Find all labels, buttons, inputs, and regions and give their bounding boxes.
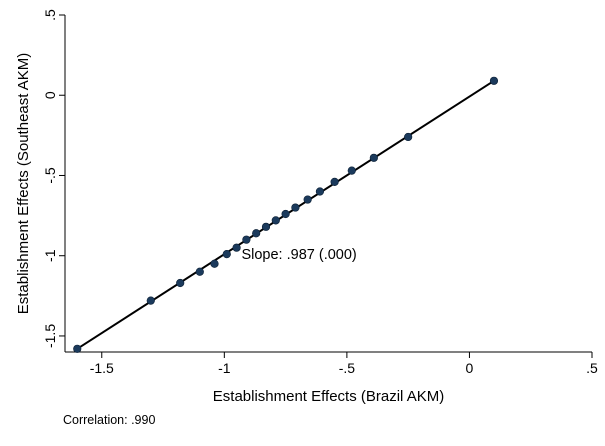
data-point: [146, 296, 155, 305]
data-point: [303, 195, 312, 204]
x-tick-label: 0: [466, 360, 474, 376]
data-point: [252, 229, 261, 238]
data-point: [195, 267, 204, 276]
x-tick-label: -.5: [339, 360, 356, 376]
data-point: [232, 243, 241, 252]
x-axis-title: Establishment Effects (Brazil AKM): [213, 388, 444, 405]
x-ticks: -1.5 -1 -.5 0 .5: [90, 352, 598, 376]
data-point: [369, 153, 378, 162]
slope-annotation: Slope: .987 (.000): [241, 247, 356, 263]
y-tick-label: -1: [42, 249, 58, 262]
data-point: [271, 216, 280, 225]
data-point: [210, 259, 219, 268]
data-point: [291, 203, 300, 212]
y-tick-label: .5: [42, 9, 58, 21]
data-point: [261, 222, 271, 231]
data-point: [73, 344, 82, 353]
y-tick-label: -.5: [42, 167, 58, 184]
data-point: [281, 209, 290, 219]
data-point: [330, 177, 339, 186]
axes: [64, 15, 592, 353]
data-point: [489, 76, 499, 85]
x-tick-label: -1.5: [90, 360, 114, 376]
correlation-note: Correlation: .990: [63, 413, 155, 427]
y-tick-label: -1.5: [42, 324, 58, 348]
data-point: [222, 250, 231, 259]
x-tick-label: .5: [586, 360, 598, 376]
data-point: [315, 187, 325, 196]
data-point: [242, 235, 251, 244]
data-point: [404, 132, 413, 142]
y-axis-title: Establishment Effects (Southeast AKM): [15, 53, 32, 315]
y-ticks: -1.5 -1 -.5 0 .5: [42, 9, 65, 348]
data-point: [176, 278, 185, 288]
data-point: [347, 166, 356, 175]
y-tick-label: 0: [42, 91, 58, 99]
data-points: [73, 76, 499, 353]
x-tick-label: -1: [218, 360, 231, 376]
